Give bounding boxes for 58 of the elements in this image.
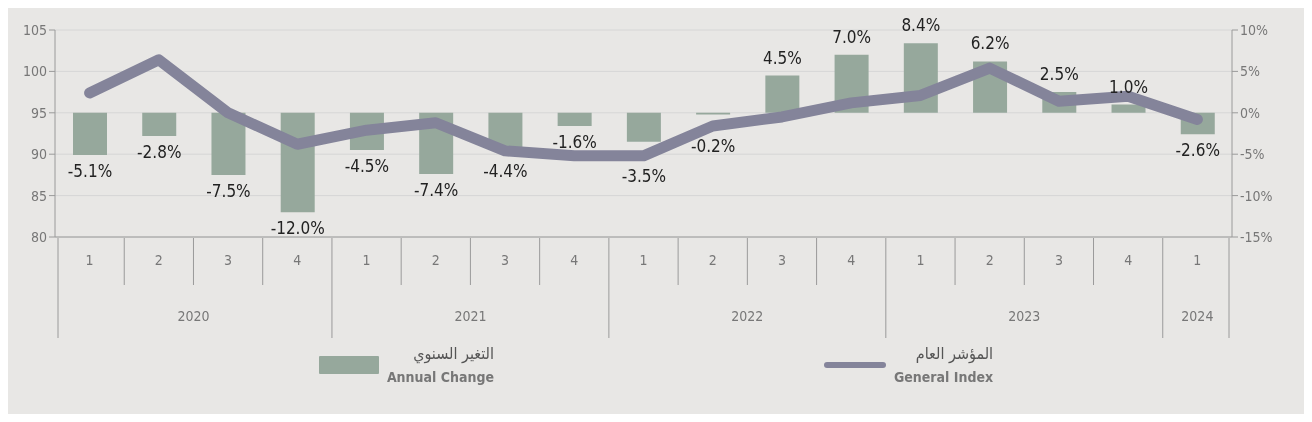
text: 2024 — [1181, 308, 1214, 324]
x-tick-label: 4 — [293, 252, 302, 268]
y2-tick-label: -10% — [1240, 187, 1273, 204]
x-tick-label: 4 — [847, 252, 856, 268]
data-label: -2.6% — [1175, 140, 1220, 161]
y-tick-label: 85 — [30, 187, 47, 204]
x-tick-label: 1 — [362, 252, 371, 268]
data-label: 6.2% — [970, 33, 1010, 54]
data-label: -7.4% — [413, 180, 459, 201]
x-tick-label: 1 — [916, 252, 925, 268]
text: 2023 — [1008, 308, 1041, 324]
x-tick-label: 4 — [570, 252, 579, 268]
data-label: -3.5% — [621, 165, 667, 186]
y-tick-label: 100 — [22, 63, 47, 80]
x-tick-label: 1 — [1193, 252, 1202, 268]
data-label: -4.5% — [344, 156, 390, 177]
x-tick-label: 3 — [777, 252, 786, 268]
data-label: -4.4% — [483, 160, 528, 181]
data-label: 8.4% — [901, 15, 941, 36]
data-label: 2.5% — [1039, 64, 1079, 85]
y2-tick-label: 5% — [1240, 63, 1261, 80]
bar — [1111, 104, 1146, 113]
x-tick-label: 2 — [154, 252, 163, 268]
x-tick-label: 2 — [431, 252, 440, 268]
data-label: 1.0% — [1109, 76, 1148, 97]
x-tick-label: 2 — [708, 252, 717, 268]
data-label: 7.0% — [832, 26, 872, 47]
x-tick-label: 3 — [1054, 252, 1063, 268]
text: 2021 — [454, 308, 487, 324]
x-tick-label: 3 — [224, 252, 233, 268]
data-label: -12.0% — [270, 218, 325, 239]
bar — [73, 112, 107, 156]
y2-tick-label: -15% — [1240, 228, 1273, 245]
y-tick-label: 90 — [30, 146, 47, 163]
x-tick-label: 2 — [985, 252, 994, 268]
text: 2020 — [177, 308, 210, 324]
data-label: -5.1% — [67, 161, 113, 182]
bar — [626, 112, 661, 142]
y-tick-label: 80 — [30, 228, 47, 245]
data-label: -2.8% — [137, 141, 182, 162]
text: 2022 — [731, 308, 764, 324]
data-label: -0.2% — [690, 136, 736, 157]
y2-tick-label: 0% — [1240, 104, 1261, 121]
bar — [765, 75, 800, 113]
bar — [557, 112, 592, 127]
data-label: 4.5% — [762, 47, 802, 68]
bar — [142, 112, 177, 136]
y2-tick-label: -5% — [1240, 146, 1265, 163]
data-label: -7.5% — [206, 180, 251, 201]
x-tick-label: 1 — [85, 252, 94, 268]
bar — [211, 112, 246, 175]
x-tick-label: 4 — [1124, 252, 1133, 268]
y2-tick-label: 10% — [1240, 21, 1269, 38]
data-label: -1.6% — [552, 132, 597, 153]
y-tick-label: 105 — [22, 21, 47, 38]
y-tick-label: 95 — [30, 104, 47, 121]
x-tick-label: 1 — [639, 252, 648, 268]
x-tick-label: 3 — [501, 252, 510, 268]
